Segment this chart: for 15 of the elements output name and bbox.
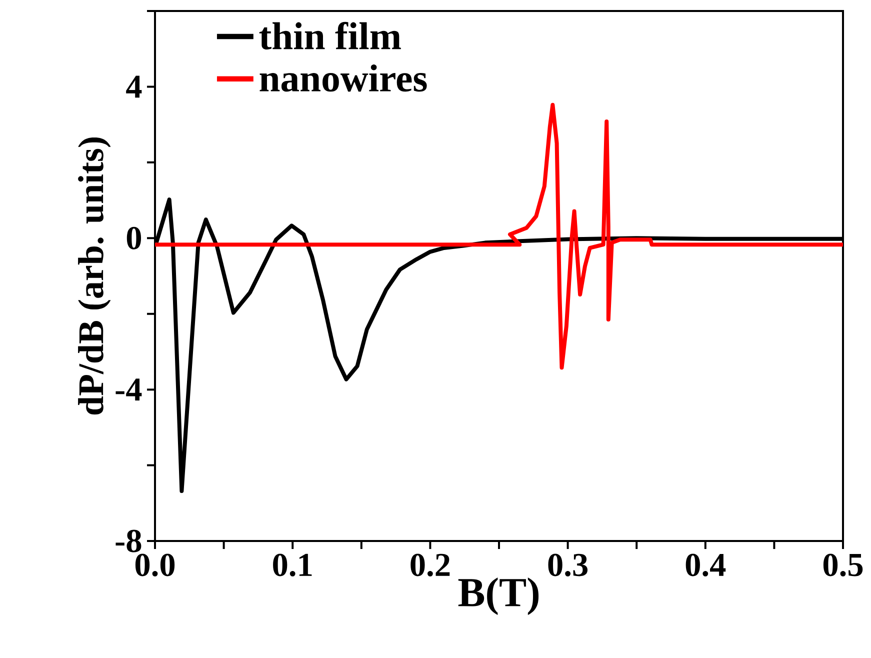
x-tick-label: 0.0 (135, 554, 175, 576)
x-tick-label: 0.2 (410, 554, 450, 576)
x-tick-label: 0.5 (823, 554, 863, 576)
legend-label: thin film (259, 22, 401, 50)
y-tick-label: -8 (116, 530, 142, 552)
x-tick-label: 0.1 (273, 554, 312, 576)
legend-label: nanowires (260, 64, 427, 92)
y-tick-label: 4 (126, 76, 142, 98)
line-series (155, 102, 844, 370)
y-tick-label: -4 (116, 378, 142, 401)
y-axis-title: dP/dB (arb. units) (78, 138, 111, 415)
x-axis-title: B(T) (458, 577, 539, 615)
x-tick-label: 0.4 (686, 554, 726, 576)
y-tick-label: 0 (126, 226, 142, 250)
x-tick-label: 0.3 (548, 554, 588, 576)
